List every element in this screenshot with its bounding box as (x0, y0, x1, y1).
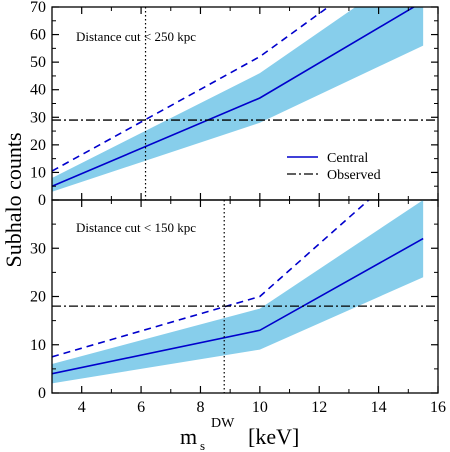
bottom-annotation: Distance cut < 150 kpc (76, 220, 196, 235)
top-ytick-label: 50 (30, 54, 46, 71)
top-panel: 0 10 20 30 40 50 60 70 Distance cut < 250 kpc C… (30, 0, 439, 209)
top-y-axis-ticks: 0 10 20 30 40 50 60 70 (30, 0, 438, 209)
top-confidence-band (52, 7, 424, 192)
x-tick-label: 6 (137, 399, 145, 416)
bottom-ytick-label: 20 (30, 289, 46, 306)
bottom-x-axis-ticks: 4 6 8 10 12 14 16 (51, 200, 446, 416)
top-ytick-label: 10 (30, 164, 46, 181)
bottom-central-line (52, 237, 424, 375)
bottom-plot-frame (51, 199, 439, 394)
x-axis-title-main: m (180, 424, 197, 449)
top-ytick-label: 30 (30, 109, 46, 126)
legend: Central Observed (287, 151, 381, 183)
legend-central-label: Central (327, 151, 368, 166)
bottom-panel: 0 10 20 30 4 6 8 10 12 14 16 Distance cut < 150 k… (30, 199, 446, 416)
x-tick-label: 14 (371, 399, 387, 416)
top-annotation: Distance cut < 250 kpc (76, 29, 196, 44)
bottom-ytick-label: 30 (30, 240, 46, 257)
x-tick-label: 8 (196, 399, 204, 416)
x-tick-label: 10 (252, 399, 268, 416)
top-ytick-label: 0 (38, 192, 46, 209)
x-axis-title-unit: [keV] (248, 424, 299, 449)
x-tick-label: 16 (430, 399, 446, 416)
bottom-ytick-label: 0 (38, 385, 46, 402)
top-ytick-label: 20 (30, 137, 46, 154)
bottom-y-axis-ticks: 0 10 20 30 (30, 223, 438, 402)
top-central-line (52, 7, 416, 187)
x-axis-title-sup: DW (211, 416, 235, 431)
y-axis-title: Subhalo counts (1, 132, 26, 267)
top-ytick-label: 40 (30, 82, 46, 99)
bottom-dashed-line (52, 200, 370, 358)
bottom-ytick-label: 10 (30, 337, 46, 354)
legend-observed-label: Observed (327, 168, 381, 183)
x-axis-title-sub: s (200, 438, 205, 452)
x-tick-label: 12 (311, 399, 327, 416)
bottom-confidence-band (52, 200, 424, 384)
x-tick-label: 4 (78, 399, 86, 416)
x-axis-title: m s DW [keV] (180, 416, 299, 452)
top-ytick-label: 70 (30, 0, 46, 16)
top-ytick-label: 60 (30, 27, 46, 44)
